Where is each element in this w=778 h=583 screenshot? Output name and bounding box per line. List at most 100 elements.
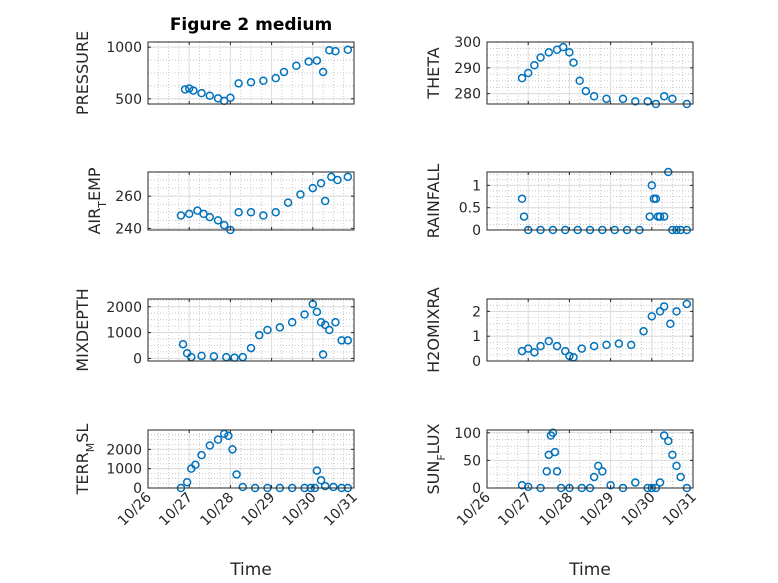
data-point [550,447,560,457]
data-point [318,350,328,359]
y-axis-label: AIRTEMP [85,167,109,234]
ytick-label: 0 [472,223,481,239]
data-point [246,343,256,353]
axes-box [486,41,694,105]
data-point [329,482,338,492]
data-point [659,92,669,101]
y-axis-label: SUNFLUX [424,423,448,494]
data-point [602,340,611,350]
data-point [565,48,574,57]
x-axis-label: Time [568,560,611,580]
ytick-label: 1 [472,178,481,194]
ytick-label: 1000 [106,462,142,478]
data-point [316,476,326,485]
data-point [184,84,194,93]
subplot-6: 0 1 2 H2OMIXRA [424,287,694,373]
data-point [320,320,330,330]
data-point [292,61,301,71]
data-point [655,307,665,316]
axes-box [147,429,355,489]
xtick-label: 10/31 [660,490,700,530]
ytick-label: 1 [472,329,481,345]
data-point [672,307,681,316]
data-point [259,211,268,220]
data-point [523,344,533,353]
data-point [589,92,599,101]
ytick-label: 280 [454,87,481,103]
data-point [312,307,322,317]
xtick-label: 10/27 [156,490,196,530]
ytick-label: 100 [454,426,481,442]
data-point [318,67,328,77]
y-axis-label: MIXDEPTH [73,288,92,371]
data-point [577,344,587,353]
data-point [544,336,554,346]
ytick-label: 0.5 [459,201,481,217]
data-point [308,183,318,193]
data-point [618,94,628,104]
data-point [536,53,545,62]
data-point [238,482,248,492]
x-axis-label: Time [229,560,272,580]
xtick-label: 10/29 [578,490,618,530]
ytick-label: 0 [133,351,142,367]
data-point [647,312,657,321]
data-point [631,478,640,487]
xtick-label: 10/29 [239,490,279,530]
y-axis-label: H2OMIXRA [424,287,443,373]
data-point [234,208,243,217]
axes-box [486,429,694,489]
ytick-label: 2000 [106,442,142,458]
axes-box [147,41,355,105]
subplot-3: 240 260 AIRTEMP [85,167,355,237]
data-point [593,461,603,471]
data-point [558,42,568,52]
data-point [213,216,223,225]
data-point [519,212,529,221]
y-axis-label: RAINFALL [424,164,443,239]
data-point [275,323,285,332]
data-point [325,325,334,335]
data-point [320,196,330,206]
data-point [517,194,527,204]
data-point [176,211,186,220]
data-point [651,194,661,204]
data-point [337,336,346,345]
data-point [209,352,219,361]
data-point [197,88,206,98]
data-point [631,97,640,106]
ytick-label: 0 [133,481,142,497]
xtick-label: 10/31 [321,490,361,530]
data-point [178,339,188,349]
data-point [180,85,190,94]
data-point [647,181,657,190]
data-point [304,57,313,66]
xtick-label: 10/30 [280,490,320,530]
axes-box [147,171,355,231]
xtick-label: 10/28 [197,490,237,530]
data-point [312,56,322,65]
data-point [676,472,685,482]
data-point [659,302,669,311]
data-point [271,208,280,217]
data-point [668,450,677,460]
data-point [602,94,611,104]
data-point [331,318,340,327]
data-point [333,175,342,185]
data-point [666,319,675,329]
data-point [575,76,584,85]
data-point [213,435,223,444]
axes-box [486,171,694,231]
data-point [536,341,545,351]
data-point [283,198,293,207]
data-point [287,318,297,327]
figure-title: Figure 2 medium [170,15,332,35]
subplot-2: 280 290 300 THETA [424,35,694,109]
data-point [614,339,624,348]
ytick-label: 2 [472,304,481,320]
data-point [263,325,272,335]
data-point [606,480,615,490]
data-point [296,190,305,199]
data-point [228,445,237,454]
data-point [300,310,309,319]
